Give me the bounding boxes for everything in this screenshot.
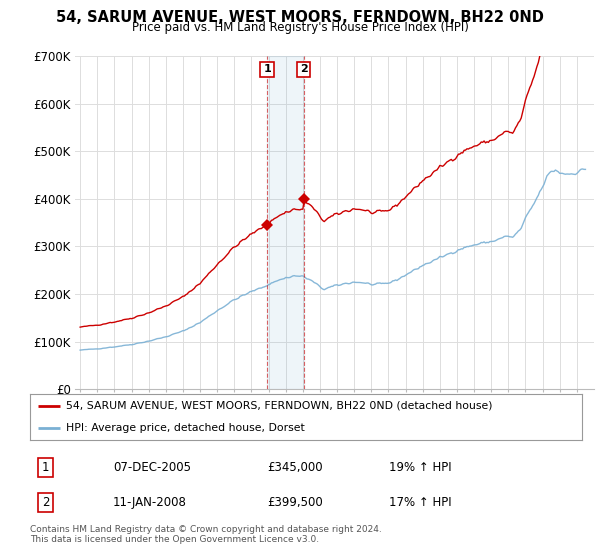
Text: 54, SARUM AVENUE, WEST MOORS, FERNDOWN, BH22 0ND (detached house): 54, SARUM AVENUE, WEST MOORS, FERNDOWN, … bbox=[66, 400, 493, 410]
Text: 17% ↑ HPI: 17% ↑ HPI bbox=[389, 496, 451, 509]
Text: 1: 1 bbox=[42, 461, 49, 474]
Text: 2: 2 bbox=[42, 496, 49, 509]
Text: HPI: Average price, detached house, Dorset: HPI: Average price, detached house, Dors… bbox=[66, 423, 305, 433]
Text: Contains HM Land Registry data © Crown copyright and database right 2024.
This d: Contains HM Land Registry data © Crown c… bbox=[30, 525, 382, 544]
Text: 19% ↑ HPI: 19% ↑ HPI bbox=[389, 461, 451, 474]
Text: 54, SARUM AVENUE, WEST MOORS, FERNDOWN, BH22 0ND: 54, SARUM AVENUE, WEST MOORS, FERNDOWN, … bbox=[56, 10, 544, 25]
Text: £399,500: £399,500 bbox=[268, 496, 323, 509]
Text: £345,000: £345,000 bbox=[268, 461, 323, 474]
Text: Price paid vs. HM Land Registry's House Price Index (HPI): Price paid vs. HM Land Registry's House … bbox=[131, 21, 469, 34]
Bar bbox=[267, 56, 304, 389]
Text: 07-DEC-2005: 07-DEC-2005 bbox=[113, 461, 191, 474]
Text: 1: 1 bbox=[263, 64, 271, 74]
Text: 2: 2 bbox=[299, 64, 307, 74]
Text: 11-JAN-2008: 11-JAN-2008 bbox=[113, 496, 187, 509]
